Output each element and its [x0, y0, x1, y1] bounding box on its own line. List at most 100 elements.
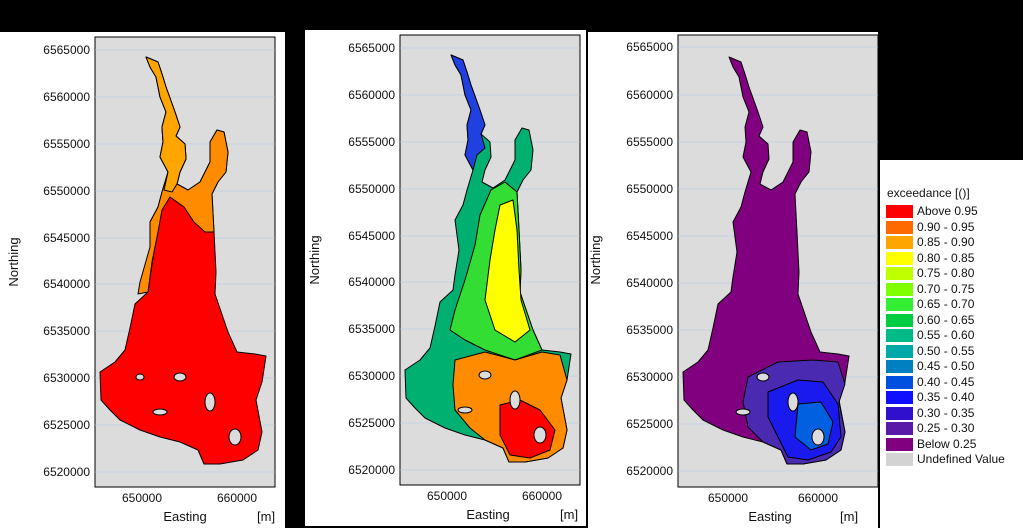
legend-label: 0.65 - 0.70 [917, 297, 975, 311]
legend-label: 0.90 - 0.95 [917, 219, 975, 234]
y-tick-label: 6560000 [626, 88, 673, 102]
y-tick-label: 6520000 [43, 465, 90, 479]
legend-label: 0.55 - 0.60 [917, 328, 975, 342]
map-middle-svg: 6565000 6560000 6555000 6550000 6545000 … [307, 34, 581, 522]
legend-label: 0.85 - 0.90 [917, 235, 975, 249]
lake-shape [404, 54, 572, 463]
legend-item: 0.65 - 0.70 [886, 298, 1023, 312]
legend-label: Above 0.95 [917, 204, 978, 218]
y-tick-label: 6520000 [348, 463, 395, 477]
y-tick-label: 6550000 [348, 182, 395, 196]
map-panel-middle: 6565000 6560000 6555000 6550000 6545000 … [305, 30, 586, 526]
x-tick-label: 660000 [217, 491, 257, 505]
y-tick-label: 6565000 [626, 40, 673, 54]
y-tick-label: 6535000 [348, 322, 395, 336]
legend-item: 0.30 - 0.35 [886, 405, 1023, 421]
legend-label: 0.25 - 0.30 [917, 421, 975, 435]
y-tick-label: 6545000 [43, 231, 90, 245]
x-axis-label: Easting [163, 509, 206, 524]
y-tick-label: 6545000 [626, 229, 673, 243]
y-tick-labels: 6565000 6560000 6555000 6550000 6545000 … [626, 40, 673, 478]
x-tick-label: 650000 [122, 491, 162, 505]
legend-item: Undefined Value [886, 453, 1023, 467]
legend-swatch [886, 220, 913, 234]
x-tick-label: 650000 [708, 491, 748, 505]
map-panel-right: 6565000 6560000 6555000 6550000 6545000 … [588, 32, 878, 528]
y-tick-label: 6525000 [43, 418, 90, 432]
y-tick-label: 6550000 [626, 182, 673, 196]
x-axis-unit: [m] [560, 507, 578, 522]
y-tick-label: 6555000 [348, 135, 395, 149]
y-tick-labels: 6565000 6560000 6555000 6550000 6545000 … [348, 41, 395, 477]
y-tick-label: 6560000 [348, 88, 395, 102]
map-panel-left: 6565000 6560000 6555000 6550000 6545000 … [0, 32, 285, 528]
legend-swatch [886, 375, 913, 389]
legend-label: 0.60 - 0.65 [917, 312, 975, 327]
y-tick-label: 6535000 [626, 323, 673, 337]
legend-item: Above 0.95 [886, 205, 1023, 219]
legend-label: Below 0.25 [917, 436, 977, 451]
y-axis-label: Northing [6, 237, 21, 286]
legend-label: 0.70 - 0.75 [917, 281, 975, 296]
y-tick-label: 6525000 [626, 417, 673, 431]
y-axis-label: Northing [307, 235, 322, 284]
legend-label: Undefined Value [917, 452, 1005, 466]
y-tick-label: 6535000 [43, 324, 90, 338]
legend-item: 0.85 - 0.90 [886, 236, 1023, 250]
legend-label: 0.40 - 0.45 [917, 374, 975, 389]
legend-swatch [886, 313, 913, 327]
y-tick-label: 6540000 [43, 277, 90, 291]
y-tick-label: 6520000 [626, 464, 673, 478]
lake-shape [682, 56, 850, 465]
legend-label: 0.30 - 0.35 [917, 405, 975, 420]
legend-swatch [886, 236, 913, 249]
legend-item: 0.25 - 0.30 [886, 422, 1023, 436]
legend-item: 0.80 - 0.85 [886, 250, 1023, 266]
x-axis-label: Easting [748, 509, 791, 524]
y-tick-label: 6550000 [43, 184, 90, 198]
x-tick-label: 660000 [798, 491, 838, 505]
legend-label: 0.50 - 0.55 [917, 343, 975, 358]
legend-label: 0.80 - 0.85 [917, 250, 975, 265]
legend-item: 0.50 - 0.55 [886, 343, 1023, 359]
legend-item: Below 0.25 [886, 436, 1023, 452]
legend-swatch [886, 422, 913, 435]
y-tick-label: 6540000 [626, 276, 673, 290]
y-tick-labels: 6565000 6560000 6555000 6550000 6545000 … [43, 43, 90, 479]
legend-swatch [886, 406, 913, 420]
y-tick-label: 6565000 [43, 43, 90, 57]
legend-swatch [886, 437, 913, 451]
lake-shape [99, 56, 267, 465]
y-tick-label: 6525000 [348, 416, 395, 430]
legend-swatch [886, 344, 913, 358]
y-tick-label: 6555000 [626, 135, 673, 149]
legend-swatch [886, 267, 913, 280]
y-tick-label: 6555000 [43, 137, 90, 151]
legend-swatch [886, 391, 913, 404]
x-axis-unit: [m] [257, 509, 275, 524]
legend-item: 0.35 - 0.40 [886, 391, 1023, 405]
legend-item: 0.90 - 0.95 [886, 219, 1023, 235]
legend-item: 0.55 - 0.60 [886, 329, 1023, 343]
y-tick-label: 6545000 [348, 229, 395, 243]
y-tick-label: 6560000 [43, 90, 90, 104]
legend-label: 0.35 - 0.40 [917, 390, 975, 404]
legend-item: 0.60 - 0.65 [886, 312, 1023, 328]
y-tick-label: 6530000 [626, 370, 673, 384]
x-tick-label: 650000 [427, 489, 467, 503]
legend-label: 0.45 - 0.50 [917, 359, 975, 373]
legend-swatch [886, 282, 913, 296]
x-axis-label: Easting [466, 507, 509, 522]
x-axis-unit: [m] [840, 509, 858, 524]
legend-title: exceedance [()] [887, 186, 970, 200]
map-left-svg: 6565000 6560000 6555000 6550000 6545000 … [6, 36, 276, 524]
legend-swatch [886, 360, 913, 373]
y-axis-label: Northing [588, 235, 603, 284]
y-tick-label: 6540000 [348, 275, 395, 289]
y-tick-label: 6565000 [348, 41, 395, 55]
legend-item: 0.40 - 0.45 [886, 374, 1023, 390]
legend-swatch [886, 251, 913, 265]
legend-item: 0.45 - 0.50 [886, 360, 1023, 374]
legend-swatch [886, 453, 913, 466]
legend-swatch [886, 329, 913, 342]
